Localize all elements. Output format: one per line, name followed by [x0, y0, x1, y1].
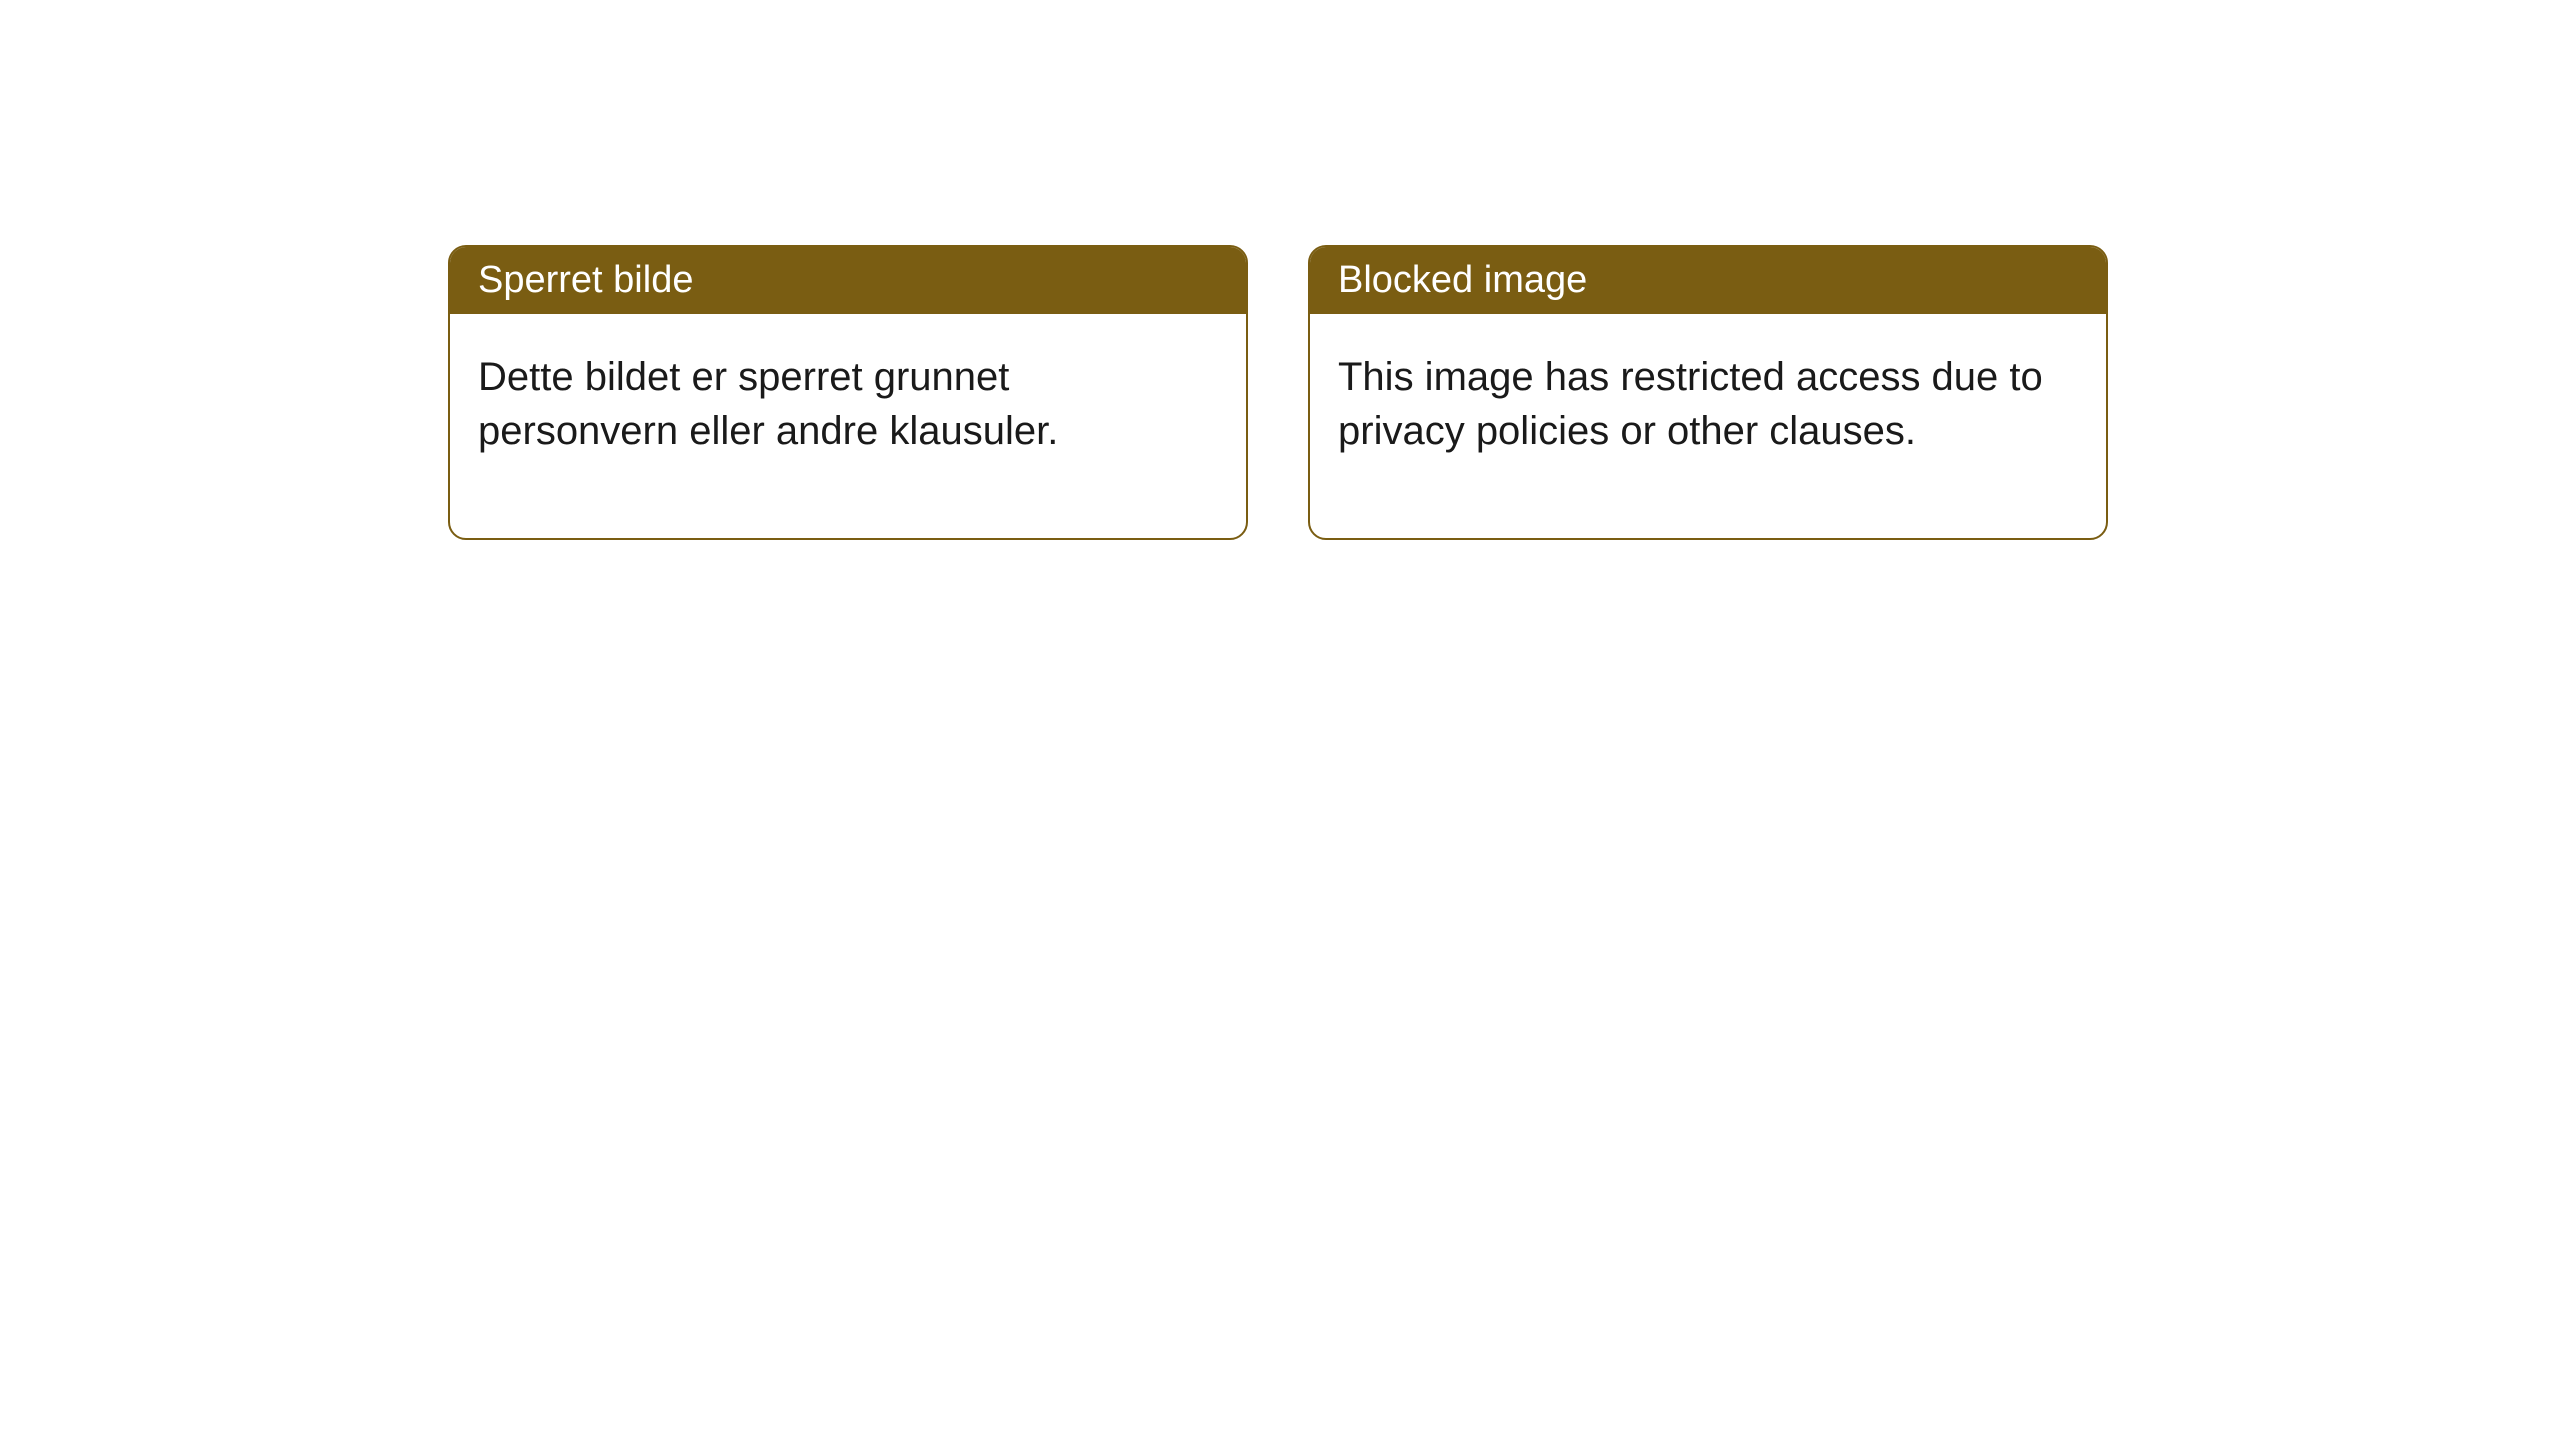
notice-cards-container: Sperret bilde Dette bildet er sperret gr… [448, 245, 2108, 540]
notice-body-norwegian: Dette bildet er sperret grunnet personve… [450, 314, 1246, 538]
notice-card-norwegian: Sperret bilde Dette bildet er sperret gr… [448, 245, 1248, 540]
notice-card-english: Blocked image This image has restricted … [1308, 245, 2108, 540]
notice-body-english: This image has restricted access due to … [1310, 314, 2106, 538]
notice-header-english: Blocked image [1310, 247, 2106, 314]
notice-header-norwegian: Sperret bilde [450, 247, 1246, 314]
